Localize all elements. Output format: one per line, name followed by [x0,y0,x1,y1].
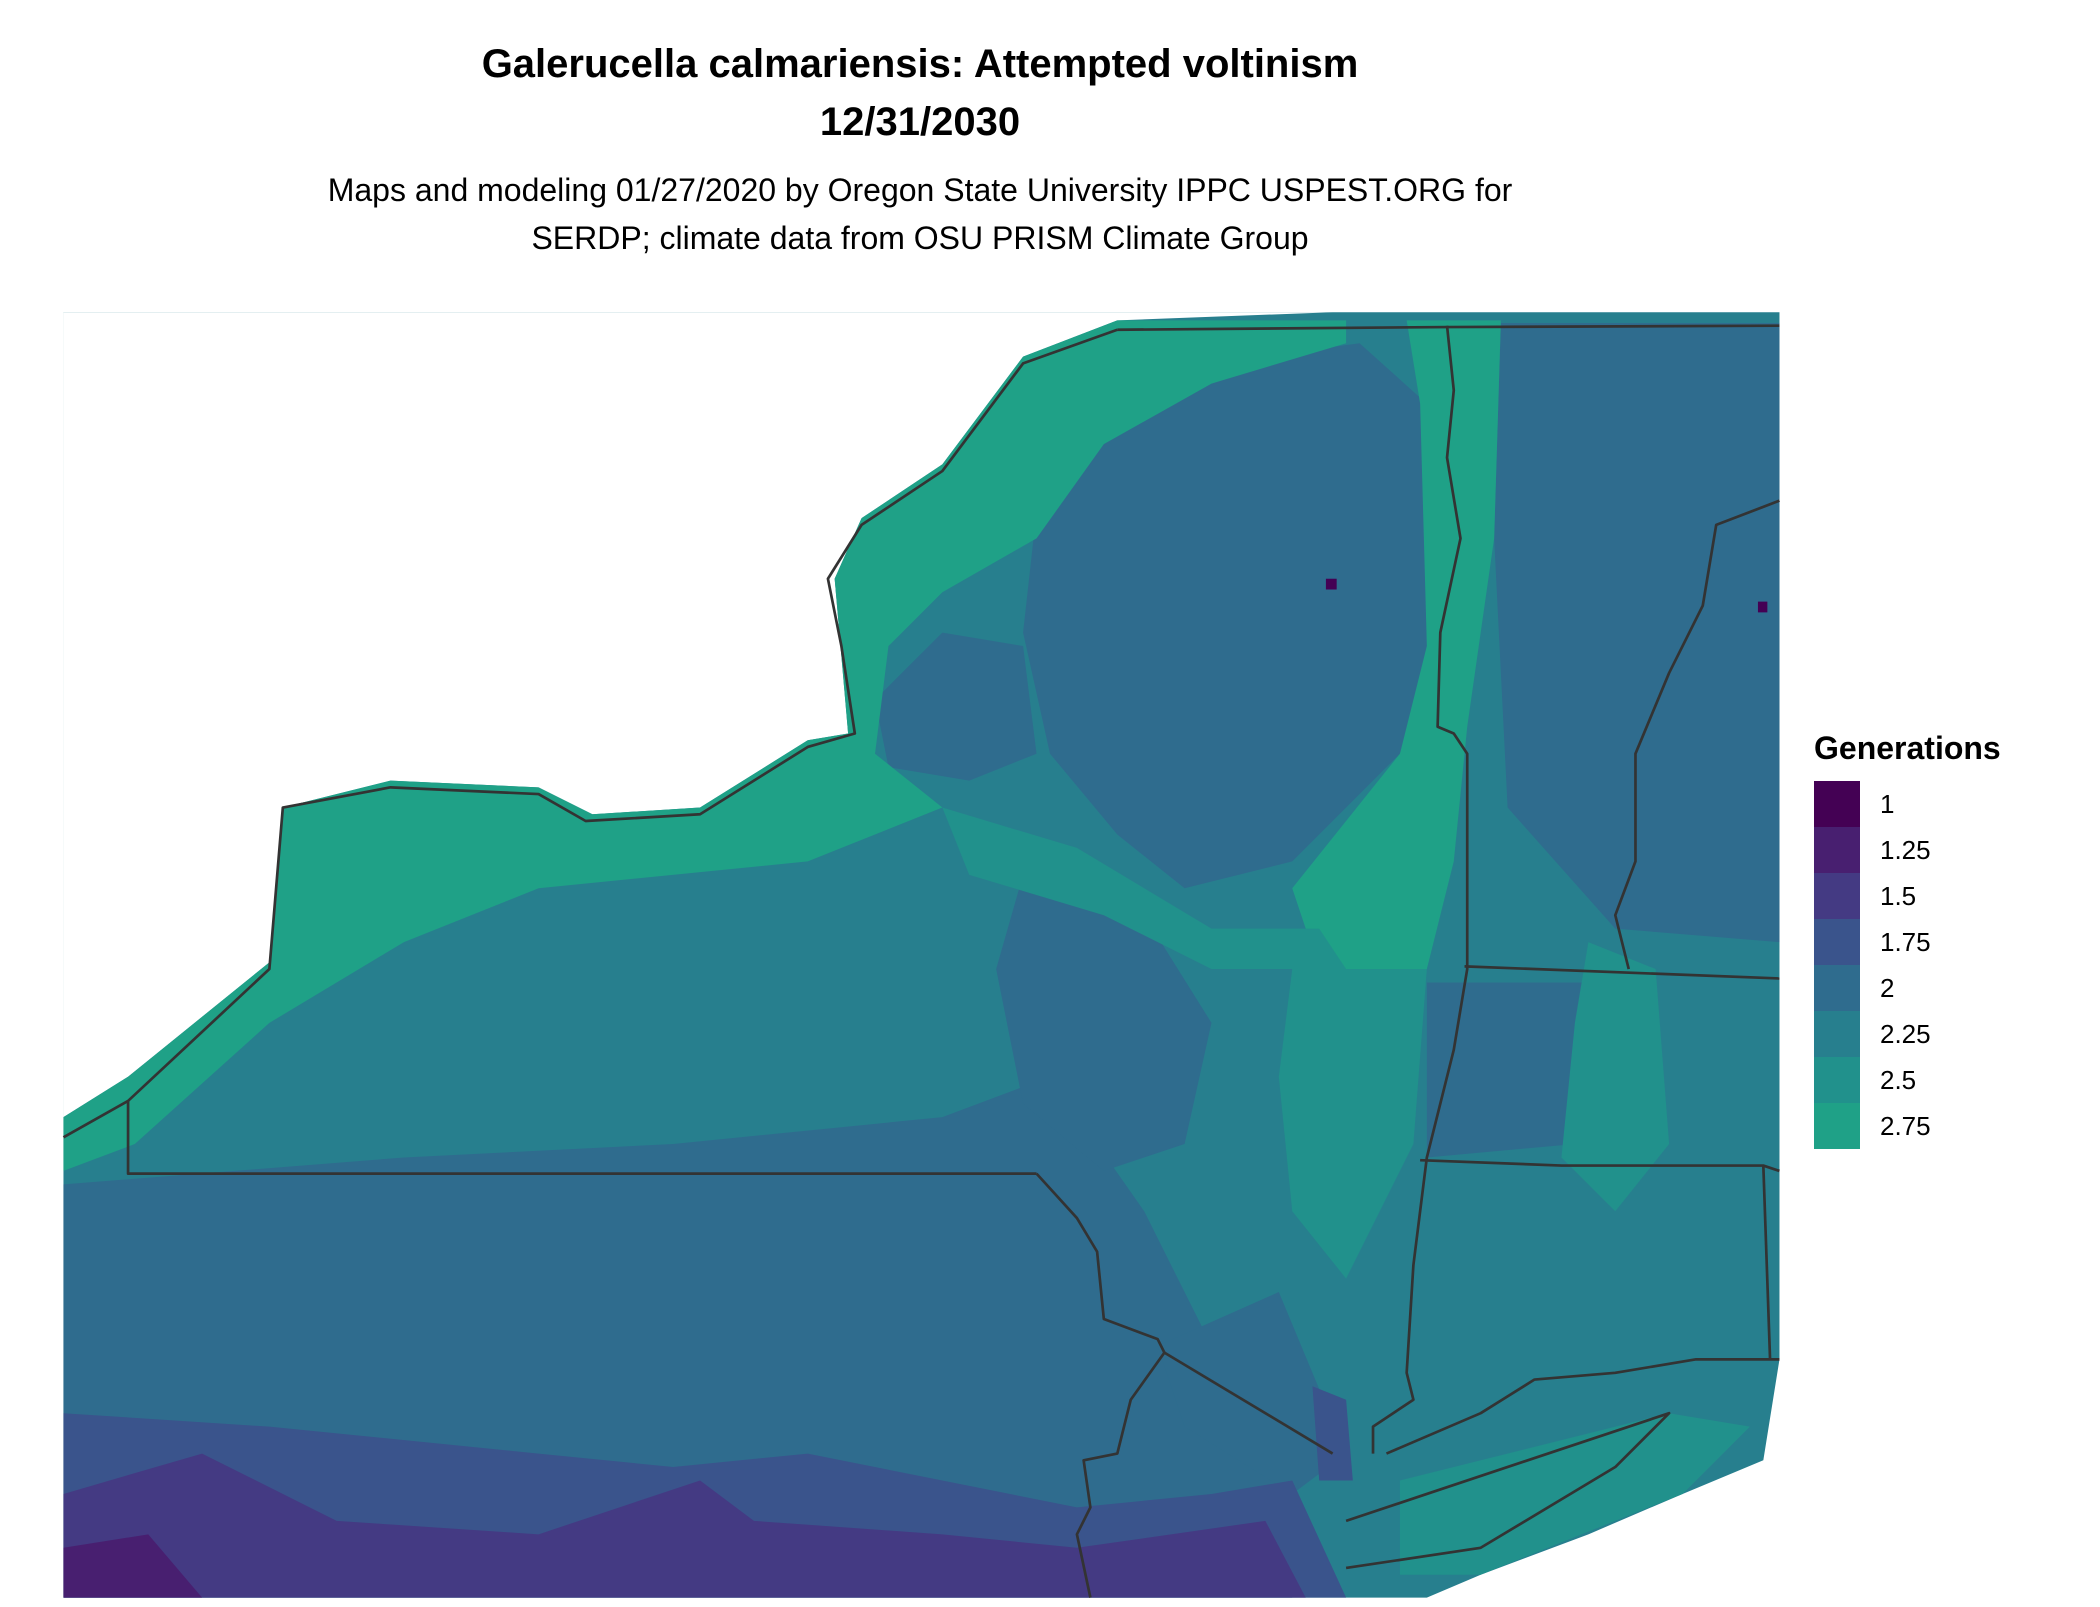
legend-swatch [1814,873,1860,919]
southwest-1-25 [63,1534,203,1598]
legend-label: 1.75 [1880,926,1931,957]
map-subtitle-line1: Maps and modeling 01/27/2020 by Oregon S… [327,172,1513,208]
ma-south-border [1420,1158,1780,1173]
legend-item: 1.5 [1814,873,2001,919]
legend-label: 1.25 [1880,834,1931,865]
legend-item: 1.75 [1814,919,2001,965]
legend-swatch [1814,1057,1860,1103]
nj-pa-border [1075,1351,1166,1598]
ri-ct-border [1761,1165,1772,1360]
adirondacks-2-0 [1023,343,1427,889]
peak-1-0 [1325,578,1337,590]
legend-label: 2.75 [1880,1110,1931,1141]
legend-item: 2 [1814,965,2001,1011]
legend-swatch [1814,1011,1860,1057]
legend-swatch [1814,827,1860,873]
legend-item: 1 [1814,781,2001,827]
catskills-2-0 [996,874,1212,1171]
pa-ny-border [126,1100,1037,1175]
delaware-river [1035,1172,1166,1354]
nj-ny-border [1163,1351,1334,1455]
long-island [1345,1411,1671,1570]
legend-label: 2.5 [1880,1064,1917,1095]
ct-coast [1385,1358,1780,1455]
berkshires-2-0 [1426,982,1589,1158]
legend-item: 1.25 [1814,827,2001,873]
hudson-valley-2-5 [1278,969,1427,1279]
peak-1-0-east [1757,601,1768,613]
new-england-2-0 [1494,323,1780,943]
legend: Generations 1 1.25 1.5 1.75 2 2.25 2.5 2.75 [1814,730,2001,1149]
legend-title: Generations [1814,730,2001,766]
legend-swatch [1814,919,1860,965]
legend-label: 2.25 [1880,1018,1931,1049]
shoreline [62,328,1118,1139]
vt-nh-border [1613,499,1780,970]
ma-north-border [1464,965,1780,980]
map-title: Galerucella calmariensis: Attempted volt… [481,42,1359,86]
long-island-2-5 [1399,1413,1750,1575]
legend-item: 2.75 [1814,1103,2001,1149]
legend-label: 1.5 [1880,880,1917,911]
tug-hill-2-0 [875,632,1037,781]
legend-item: 2.5 [1814,1057,2001,1103]
lake-plain-2-75 [63,320,1347,1171]
legend-swatch [1814,781,1860,827]
south-1-5 [63,1453,1306,1598]
nj-strip-1-75 [1312,1386,1353,1481]
legend-label: 2 [1880,972,1895,1003]
lakes-region [63,312,1333,1118]
map-subtitle-line2: SERDP; climate data from OSU PRISM Clima… [531,220,1309,256]
connecticut-valley-2-5 [1561,942,1670,1212]
legend-swatch [1814,965,1860,1011]
champlain-valley-2-75 [1292,320,1501,970]
legend-item: 2.25 [1814,1011,2001,1057]
nj-highlands-2-0 [1157,1292,1347,1494]
map-date: 12/31/2030 [819,100,1021,144]
legend-swatch [1814,1103,1860,1149]
mohawk-valley-2-5 [942,807,1347,970]
ny-east-border [1371,325,1469,1454]
legend-label: 1 [1880,788,1895,819]
